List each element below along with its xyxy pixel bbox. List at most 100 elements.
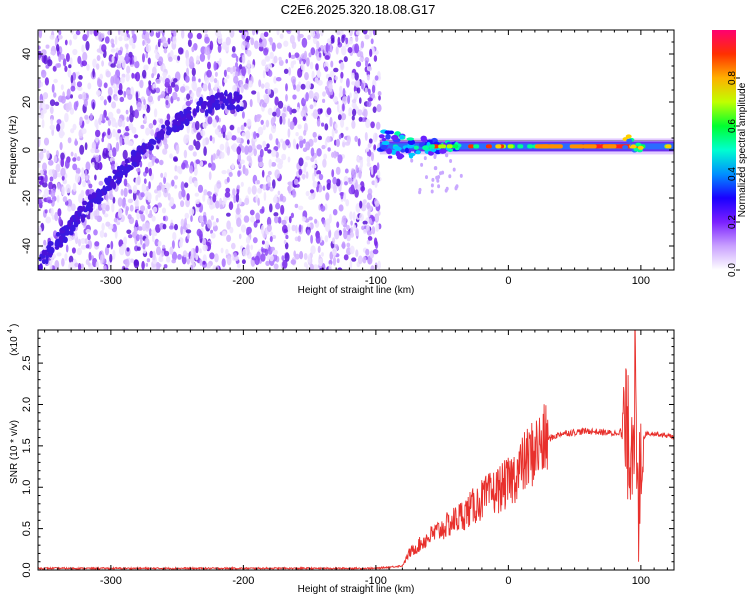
- spectrogram-noise-cell: [285, 59, 289, 64]
- spectrogram-noise-cell: [372, 132, 378, 143]
- spectrogram-noise-cell: [324, 123, 329, 131]
- spectrogram-noise-cell: [377, 170, 381, 178]
- spectrogram-noise-cell: [296, 106, 300, 112]
- spectrogram-noise-cell: [139, 79, 144, 89]
- spectrogram-noise-cell: [351, 170, 357, 179]
- tone-tail-cell: [449, 159, 453, 163]
- spectrogram-noise-cell: [65, 184, 71, 194]
- tone-bump-cell: [622, 145, 629, 150]
- spectrogram-noise-cell: [124, 43, 129, 48]
- spectrogram-noise-cell: [74, 262, 80, 268]
- snr-x-axis-label: Height of straight line (km): [298, 584, 415, 595]
- spectrogram-noise-cell: [214, 84, 218, 92]
- spectrogram-noise-cell: [50, 207, 54, 217]
- spectrogram-noise-cell: [133, 55, 138, 63]
- spectrogram-noise-cell: [322, 91, 326, 97]
- spectrogram-noise-cell: [152, 206, 158, 213]
- spectrogram-noise-cell: [112, 74, 118, 84]
- spectrogram-noise-cell: [106, 244, 110, 249]
- spectrogram-noise-cell: [60, 167, 66, 177]
- spectrogram-ridge-cell: [135, 151, 140, 158]
- spectrogram-noise-cell: [45, 44, 50, 49]
- spectrogram-noise-cell: [117, 197, 123, 207]
- spectrogram-noise-cell: [64, 159, 70, 169]
- spectrogram-noise-cell: [188, 176, 193, 184]
- spectrogram-noise-cell: [230, 109, 236, 115]
- spectrogram-noise-cell: [256, 114, 262, 119]
- spectrogram-noise-cell: [340, 118, 345, 128]
- spectrogram-noise-cell: [212, 193, 217, 203]
- spectrogram-noise-cell: [171, 251, 178, 261]
- spectrogram-noise-cell: [245, 130, 251, 140]
- spectrogram-noise-cell: [43, 137, 50, 146]
- spectrogram-noise-cell: [308, 195, 314, 200]
- spectrogram-noise-cell: [162, 148, 168, 155]
- spectrogram-noise-cell: [53, 154, 58, 163]
- spectrogram-noise-cell: [56, 194, 60, 203]
- spectrogram-noise-cell: [212, 136, 216, 144]
- spectrogram-noise-cell: [298, 205, 304, 211]
- spectrogram-noise-cell: [82, 51, 88, 62]
- spectrogram-noise-cell: [251, 30, 256, 36]
- spectrogram-noise-cell: [162, 244, 166, 249]
- spectrogram-noise-cell: [143, 178, 147, 185]
- spectrogram-noise-cell: [78, 94, 83, 100]
- spectrogram-noise-cell: [143, 64, 149, 71]
- tone-scatter-cell: [415, 150, 421, 155]
- tone-tail-cell: [430, 183, 434, 188]
- spectrogram-noise-cell: [165, 99, 169, 106]
- spectrogram-noise-cell: [287, 184, 292, 194]
- spectrogram-noise-cell: [101, 132, 105, 139]
- spectrogram-noise-cell: [56, 63, 62, 68]
- spectrogram-noise-cell: [370, 166, 374, 176]
- spectrogram-noise-cell: [81, 91, 87, 101]
- spectrogram-noise-cell: [119, 30, 125, 37]
- spectrogram-ridge-cell: [180, 112, 184, 118]
- spectrogram-noise-cell: [282, 106, 287, 113]
- spectrogram-noise-cell: [268, 37, 273, 43]
- spectrogram-noise-cell: [91, 162, 95, 167]
- spectrogram-noise-cell: [115, 141, 120, 152]
- y-tick-label: 2.5: [21, 355, 33, 370]
- spectrogram-noise-cell: [349, 245, 355, 255]
- spectrogram-noise-cell: [236, 217, 242, 228]
- spectrogram-noise-cell: [243, 122, 247, 127]
- spectrogram-noise-cell: [209, 200, 213, 206]
- spectrogram-noise-cell: [344, 181, 348, 186]
- spectrogram-noise-cell: [238, 198, 242, 205]
- spectrogram-noise-cell: [156, 185, 162, 192]
- spectrogram-noise-cell: [111, 147, 117, 158]
- spectrogram-noise-cell: [301, 174, 306, 179]
- tone-core: [379, 143, 674, 150]
- spectrogram-noise-cell: [349, 30, 353, 37]
- spectrogram-noise-cell: [189, 165, 194, 174]
- spectrogram-noise-cell: [89, 211, 94, 220]
- spectrogram-noise-cell: [214, 71, 218, 77]
- spectrogram-noise-cell: [246, 226, 252, 234]
- spectrogram-noise-cell: [270, 117, 275, 127]
- spectrogram-noise-cell: [121, 198, 126, 208]
- spectrogram-noise-cell: [62, 196, 68, 203]
- spectrogram-noise-cell: [250, 216, 255, 223]
- spectrogram-noise-cell: [172, 91, 178, 101]
- spectrogram-noise-cell: [333, 67, 339, 73]
- spectrogram-noise-cell: [340, 71, 344, 79]
- spectrogram-noise-cell: [135, 71, 141, 82]
- spectrogram-noise-cell: [195, 245, 199, 254]
- spectrogram-noise-cell: [331, 169, 335, 178]
- spectrogram-noise-cell: [303, 138, 306, 144]
- spectrogram-noise-cell: [164, 143, 169, 150]
- spectrogram-noise-cell: [50, 118, 54, 126]
- spectrogram-noise-cell: [67, 206, 72, 212]
- spectrogram-noise-cell: [374, 75, 379, 81]
- spectrogram-noise-cell: [135, 219, 139, 227]
- spectrogram-noise-cell: [219, 204, 224, 210]
- spectrogram-noise-cell: [315, 234, 321, 244]
- spectrogram-ridge-cell: [105, 185, 111, 192]
- spectrogram-noise-cell: [268, 181, 271, 187]
- spectrogram-noise-cell: [204, 46, 210, 56]
- spectrogram-noise-cell: [198, 78, 201, 83]
- spectrogram-noise-cell: [309, 104, 314, 110]
- spectrogram-noise-cell: [301, 37, 308, 48]
- spectrogram-noise-cell: [216, 180, 222, 189]
